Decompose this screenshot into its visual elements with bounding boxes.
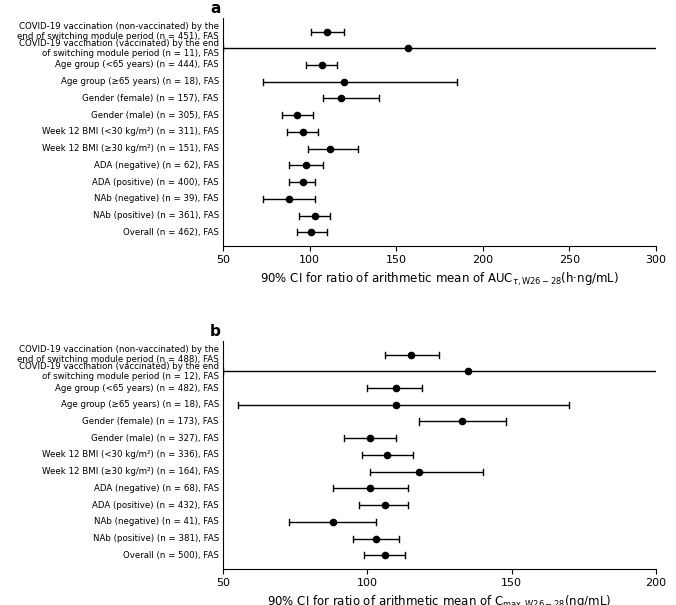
X-axis label: 90% CI for ratio of arithmetic mean of C$_{\rm{max,W26-28}}$(ng/mL): 90% CI for ratio of arithmetic mean of C… <box>267 594 612 605</box>
Text: ADA (negative) (n = 62), FAS: ADA (negative) (n = 62), FAS <box>94 161 219 170</box>
Text: COVID-19 vaccination (non-vaccinated) by the
end of switching module period (n =: COVID-19 vaccination (non-vaccinated) by… <box>17 345 219 364</box>
Text: Age group (≥65 years) (n = 18), FAS: Age group (≥65 years) (n = 18), FAS <box>61 401 219 409</box>
Text: Gender (female) (n = 173), FAS: Gender (female) (n = 173), FAS <box>82 417 219 426</box>
Text: Gender (male) (n = 305), FAS: Gender (male) (n = 305), FAS <box>91 111 219 120</box>
Text: NAb (positive) (n = 381), FAS: NAb (positive) (n = 381), FAS <box>93 534 219 543</box>
X-axis label: 90% CI for ratio of arithmetic mean of AUC$_{\tau\rm{,W26-28}}$(h·ng/mL): 90% CI for ratio of arithmetic mean of A… <box>260 271 619 288</box>
Text: COVID-19 vaccination (vaccinated) by the end
of switching module period (n = 11): COVID-19 vaccination (vaccinated) by the… <box>19 39 219 58</box>
Text: Gender (female) (n = 157), FAS: Gender (female) (n = 157), FAS <box>82 94 219 103</box>
Text: COVID-19 vaccination (vaccinated) by the end
of switching module period (n = 12): COVID-19 vaccination (vaccinated) by the… <box>19 362 219 381</box>
Text: Week 12 BMI (<30 kg/m²) (n = 311), FAS: Week 12 BMI (<30 kg/m²) (n = 311), FAS <box>42 128 219 136</box>
Text: b: b <box>210 324 221 339</box>
Text: Age group (≥65 years) (n = 18), FAS: Age group (≥65 years) (n = 18), FAS <box>61 77 219 87</box>
Text: Age group (<65 years) (n = 444), FAS: Age group (<65 years) (n = 444), FAS <box>55 60 219 70</box>
Text: ADA (positive) (n = 432), FAS: ADA (positive) (n = 432), FAS <box>92 500 219 509</box>
Text: Week 12 BMI (<30 kg/m²) (n = 336), FAS: Week 12 BMI (<30 kg/m²) (n = 336), FAS <box>42 451 219 459</box>
Text: Gender (male) (n = 327), FAS: Gender (male) (n = 327), FAS <box>91 434 219 443</box>
Text: a: a <box>210 1 221 16</box>
Text: Age group (<65 years) (n = 482), FAS: Age group (<65 years) (n = 482), FAS <box>55 384 219 393</box>
Text: NAb (positive) (n = 361), FAS: NAb (positive) (n = 361), FAS <box>93 211 219 220</box>
Text: ADA (positive) (n = 400), FAS: ADA (positive) (n = 400), FAS <box>92 178 219 186</box>
Text: COVID-19 vaccination (non-vaccinated) by the
end of switching module period (n =: COVID-19 vaccination (non-vaccinated) by… <box>17 22 219 41</box>
Text: Week 12 BMI (≥30 kg/m²) (n = 164), FAS: Week 12 BMI (≥30 kg/m²) (n = 164), FAS <box>42 467 219 476</box>
Text: ADA (negative) (n = 68), FAS: ADA (negative) (n = 68), FAS <box>94 484 219 493</box>
Text: NAb (negative) (n = 41), FAS: NAb (negative) (n = 41), FAS <box>94 517 219 526</box>
Text: Overall (n = 462), FAS: Overall (n = 462), FAS <box>123 227 219 237</box>
Text: NAb (negative) (n = 39), FAS: NAb (negative) (n = 39), FAS <box>94 194 219 203</box>
Text: Overall (n = 500), FAS: Overall (n = 500), FAS <box>123 551 219 560</box>
Text: Week 12 BMI (≥30 kg/m²) (n = 151), FAS: Week 12 BMI (≥30 kg/m²) (n = 151), FAS <box>42 144 219 153</box>
